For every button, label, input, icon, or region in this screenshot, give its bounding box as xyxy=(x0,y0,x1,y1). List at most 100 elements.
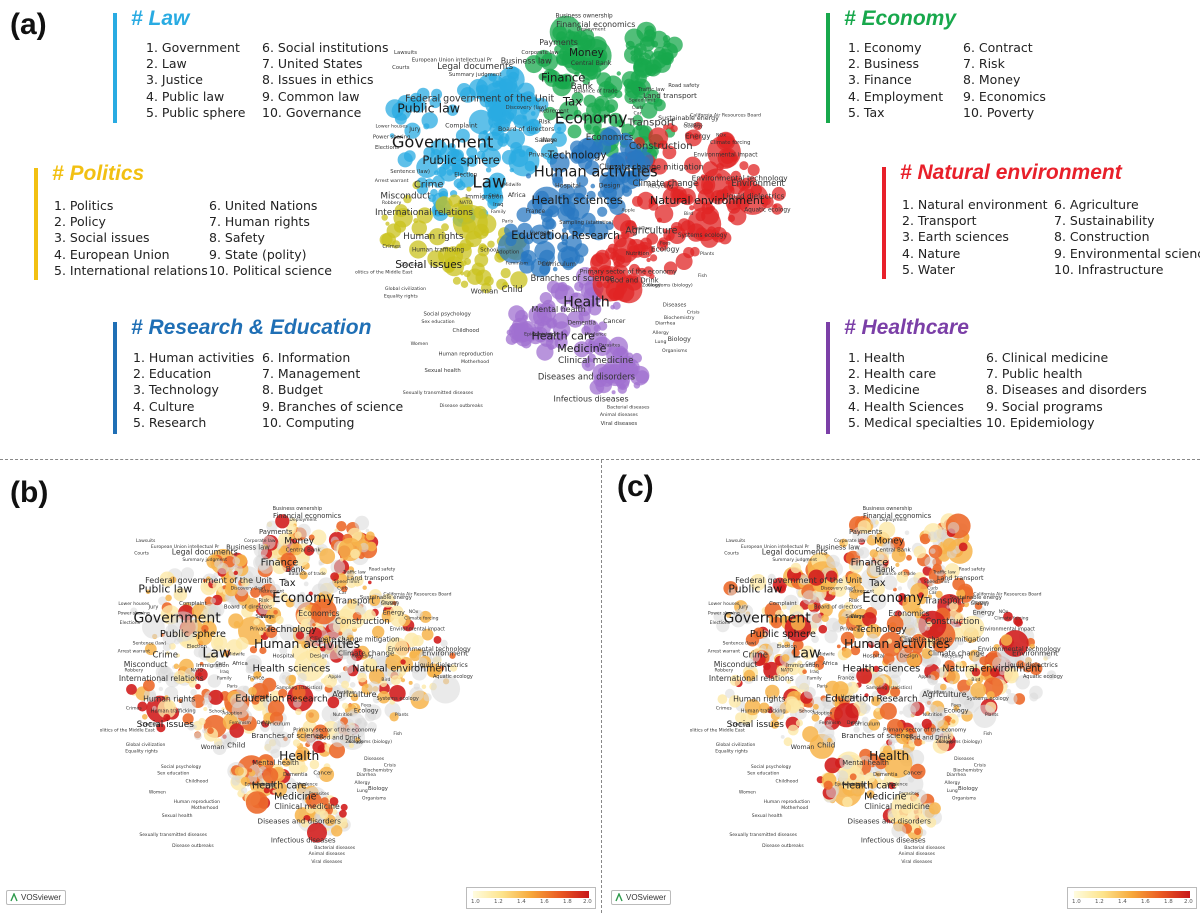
map-label: Pregnancy xyxy=(252,782,276,788)
map-label: Biochemistry xyxy=(953,767,983,773)
network-node xyxy=(758,702,770,714)
map-label: Sex education xyxy=(421,319,454,325)
network-node xyxy=(364,710,376,722)
network-node xyxy=(260,595,275,610)
map-label: Climate forcing xyxy=(404,615,438,621)
panel-label-b: (b) xyxy=(10,476,49,509)
network-node xyxy=(588,145,601,157)
map-label: Child xyxy=(817,741,835,750)
network-node xyxy=(947,522,960,534)
network-node xyxy=(637,267,647,277)
network-node xyxy=(232,557,241,565)
map-label: Bird xyxy=(971,677,980,683)
network-node xyxy=(169,576,177,584)
network-node xyxy=(412,635,424,647)
network-node xyxy=(819,603,833,617)
map-label: Health xyxy=(869,749,909,763)
scale-tick: 1.2 xyxy=(494,899,503,905)
network-node xyxy=(878,521,896,538)
map-label: Sustainable energy xyxy=(950,595,1003,601)
network-node xyxy=(633,43,647,56)
network-node xyxy=(450,148,460,158)
network-node xyxy=(466,186,472,192)
network-node xyxy=(1046,670,1057,680)
map-label: Land transport xyxy=(347,575,394,582)
map-label: Discovery (law) xyxy=(506,105,547,111)
network-node xyxy=(313,729,321,737)
map-label: Disease outbreaks xyxy=(172,843,214,849)
network-node xyxy=(966,679,973,686)
network-node xyxy=(792,639,804,651)
network-node xyxy=(520,91,536,107)
list-item: 6. Social institutions xyxy=(262,40,389,55)
network-node xyxy=(631,352,642,364)
map-label: Deployment xyxy=(289,517,317,523)
map-label: Equality rights xyxy=(384,293,419,299)
map-label: Motherhood xyxy=(781,805,808,811)
network-node xyxy=(770,616,783,629)
map-label: Recycling xyxy=(352,653,374,659)
network-node xyxy=(729,674,742,687)
network-node xyxy=(836,770,849,783)
network-node xyxy=(589,221,609,241)
network-node xyxy=(447,143,456,151)
network-node xyxy=(425,178,434,187)
network-node xyxy=(621,185,630,194)
network-node xyxy=(929,548,936,554)
map-label: Lung xyxy=(947,788,958,794)
map-label: Sex education xyxy=(157,770,189,776)
network-node xyxy=(971,667,981,677)
map-label: Sentence (law) xyxy=(133,641,167,647)
network-node xyxy=(389,133,395,139)
color-scale-c: 1.0 1.2 1.4 1.6 1.8 2.0 xyxy=(1067,887,1197,909)
map-label: Diseases and disorders xyxy=(538,372,635,382)
network-node xyxy=(573,109,582,118)
network-node xyxy=(211,634,228,652)
map-label: Courts xyxy=(724,551,739,557)
map-label: Balance of trade xyxy=(574,89,618,95)
horizontal-divider xyxy=(0,459,1200,460)
network-node xyxy=(675,253,693,270)
list-item: 9. State (polity) xyxy=(209,246,307,262)
map-label: Bacterial diseases xyxy=(904,845,945,851)
map-label: Primary sector of the economy xyxy=(580,269,677,276)
map-label: Liquid dielectrics xyxy=(1004,662,1057,669)
network-node xyxy=(273,597,281,604)
map-label: Iraq xyxy=(220,669,229,675)
list-item: 8. Diseases and disorders xyxy=(986,382,1147,398)
cluster-list-col1: 1. Natural environment 2. Transport 3. E… xyxy=(902,197,1048,278)
map-label: Branches of science xyxy=(841,731,914,740)
network-node xyxy=(293,593,310,611)
map-label: Education xyxy=(235,694,284,705)
map-label: Climate forcing xyxy=(994,615,1028,621)
network-node xyxy=(365,531,375,541)
map-label: Robbery xyxy=(382,200,402,206)
network-node xyxy=(552,176,564,188)
map-label: Complaint xyxy=(179,601,207,607)
network-node xyxy=(460,206,473,219)
network-node xyxy=(430,149,442,161)
network-node xyxy=(423,123,430,130)
network-node xyxy=(902,595,921,614)
network-node xyxy=(842,796,853,808)
network-node xyxy=(894,648,900,653)
vosviewer-logo-icon xyxy=(615,893,623,902)
map-label: Elections xyxy=(375,145,399,151)
network-node xyxy=(774,709,783,718)
network-node xyxy=(908,776,915,783)
network-node xyxy=(891,548,906,563)
network-node xyxy=(245,791,269,814)
map-label: Business law xyxy=(501,56,552,65)
network-node xyxy=(637,62,643,68)
network-node xyxy=(585,124,592,131)
map-label: Disease outbreaks xyxy=(762,843,804,849)
network-node xyxy=(932,737,950,754)
network-node xyxy=(896,571,909,583)
network-node xyxy=(317,577,335,595)
network-node xyxy=(362,585,367,590)
map-label: Cancer xyxy=(313,770,333,776)
cluster-law: # Law 1. Government 2. Law 3. Justice 4.… xyxy=(113,7,389,123)
map-label: Geology xyxy=(971,601,990,607)
network-node xyxy=(549,153,570,173)
map-label: Sampling (statistics) xyxy=(276,685,322,691)
